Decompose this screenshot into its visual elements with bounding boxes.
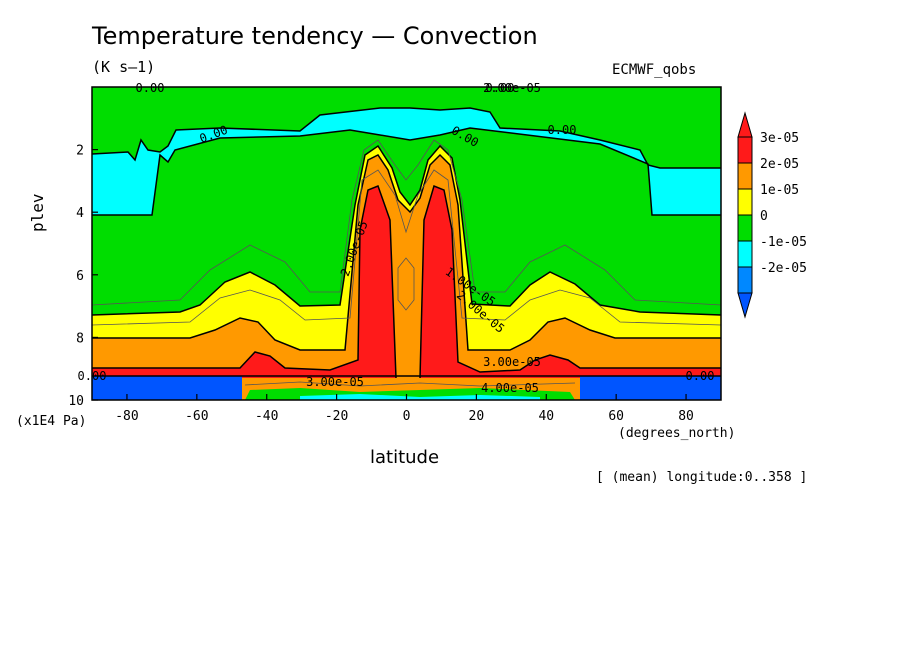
x-tick-label: 60 (608, 409, 624, 424)
x-axis-unit: (degrees_north) (618, 426, 736, 441)
colorbar-swatch (737, 266, 753, 294)
colorbar-arrow-bottom (737, 292, 753, 319)
band-surface-mixed-cyan (300, 394, 540, 400)
x-axis-label: latitude (370, 447, 440, 468)
band-orange-core (398, 262, 414, 378)
y-axis-unit: (x1E4 Pa) (16, 414, 87, 429)
averaging-note: [ (mean) longitude:0..358 ] (596, 470, 808, 485)
dataset-label: ECMWF_qobs (612, 62, 697, 78)
contour-line-thin-2 (92, 139, 721, 306)
contour-line-zero-upper (92, 107, 721, 169)
colorbar-label: 3e-05 (760, 131, 799, 146)
contour-line-zero-lower (92, 127, 721, 216)
x-tick-label: -60 (185, 409, 208, 424)
colorbar-swatch (737, 136, 753, 164)
contour-lines (92, 107, 721, 379)
x-tick-label: -20 (325, 409, 348, 424)
y-tick-label: 4 (76, 206, 84, 221)
contour-line-1e-05 (92, 144, 721, 316)
x-tick-label: -80 (115, 409, 138, 424)
contour-label: 0.00 (686, 369, 715, 383)
colorbar-swatch (737, 162, 753, 190)
y-ticks: 2 4 6 8 10 (68, 144, 98, 409)
colorbar-swatch (737, 188, 753, 216)
colorbar-label: -2e-05 (760, 261, 807, 276)
colorbar-label: -1e-05 (760, 235, 807, 250)
contour-label: 0.00 (78, 369, 107, 383)
band-blue-south (92, 376, 242, 400)
contour-label: 0.00 (486, 81, 515, 95)
colorbar-arrow-top (737, 111, 753, 138)
colorbar-label: 1e-05 (760, 183, 799, 198)
colorbar-label: 0 (760, 209, 768, 224)
x-tick-label: 80 (678, 409, 694, 424)
colorbar-swatch (737, 240, 753, 268)
chart-title: Temperature tendency — Convection (92, 22, 538, 50)
contour-line-thin-1 (92, 169, 721, 326)
contour-line-2e-05 (92, 153, 721, 351)
contour-lines-thin (92, 139, 721, 387)
contour-label: 3.00e-05 (306, 375, 364, 389)
contour-label: 0.00 (136, 81, 165, 95)
band-negative-upper (92, 108, 721, 215)
y-tick-label: 8 (76, 331, 84, 346)
y-tick-label: 2 (76, 144, 84, 159)
contour-field (92, 87, 721, 400)
contour-label: 3.00e-05 (483, 355, 541, 369)
units-label: (K s–1) (92, 58, 156, 76)
colorbar-swatch (737, 214, 753, 242)
x-tick-label: 40 (538, 409, 554, 424)
colorbar-label: 2e-05 (760, 157, 799, 172)
contour-line-thin-4 (244, 381, 576, 387)
y-tick-label: 6 (76, 269, 84, 284)
band-blue-north (580, 376, 721, 400)
x-tick-label: -40 (255, 409, 278, 424)
contour-line-3e-05 (92, 184, 721, 379)
x-tick-label: 20 (469, 409, 485, 424)
contour-label: 0.00 (548, 123, 577, 137)
y-tick-label: 10 (68, 394, 84, 409)
contour-label: 2.00e-05 (483, 81, 541, 95)
x-tick-label: 0 (403, 409, 411, 424)
contour-label: 4.00e-05 (481, 381, 539, 395)
colorbar: 3e-05 2e-05 1e-05 0 -1e-05 -2e-05 (737, 111, 807, 319)
contour-line-thin-3 (397, 257, 415, 311)
x-ticks: -80 -60 -40 -20 0 20 40 60 80 (115, 394, 694, 424)
